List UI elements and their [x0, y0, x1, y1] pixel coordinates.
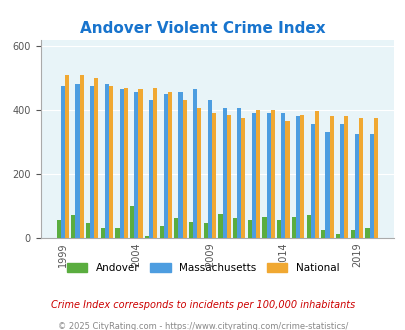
Bar	[339, 124, 343, 238]
Bar	[145, 236, 149, 238]
Bar	[203, 223, 207, 238]
Bar	[100, 228, 104, 238]
Bar	[71, 215, 75, 238]
Bar	[197, 108, 201, 238]
Bar	[285, 121, 289, 238]
Bar	[343, 116, 347, 238]
Text: Andover Violent Crime Index: Andover Violent Crime Index	[80, 21, 325, 36]
Bar	[262, 217, 266, 238]
Bar	[57, 220, 61, 238]
Bar	[134, 92, 138, 238]
Bar	[232, 218, 237, 238]
Bar	[115, 228, 119, 238]
Bar	[266, 113, 270, 238]
Bar	[188, 222, 193, 238]
Bar	[149, 100, 153, 238]
Bar	[237, 108, 241, 238]
Bar	[159, 226, 163, 238]
Bar	[124, 87, 128, 238]
Bar	[222, 108, 226, 238]
Bar	[163, 94, 167, 238]
Bar	[109, 86, 113, 238]
Bar	[281, 113, 285, 238]
Bar	[182, 100, 186, 238]
Bar	[358, 118, 362, 238]
Text: © 2025 CityRating.com - https://www.cityrating.com/crime-statistics/: © 2025 CityRating.com - https://www.city…	[58, 322, 347, 330]
Bar	[167, 92, 171, 238]
Bar	[61, 86, 65, 238]
Bar	[226, 115, 230, 238]
Bar	[373, 118, 377, 238]
Bar	[335, 234, 339, 238]
Bar	[119, 89, 124, 238]
Bar	[79, 75, 83, 238]
Bar	[310, 124, 314, 238]
Bar	[138, 89, 142, 238]
Bar	[247, 220, 251, 238]
Bar	[277, 220, 281, 238]
Bar	[86, 223, 90, 238]
Bar	[90, 86, 94, 238]
Bar	[130, 206, 134, 238]
Bar	[75, 84, 79, 238]
Bar	[94, 78, 98, 238]
Bar	[350, 230, 354, 238]
Bar	[306, 215, 310, 238]
Bar	[153, 87, 157, 238]
Bar	[299, 115, 303, 238]
Bar	[207, 100, 211, 238]
Bar	[369, 134, 373, 238]
Bar	[295, 116, 299, 238]
Bar	[364, 228, 369, 238]
Legend: Andover, Massachusetts, National: Andover, Massachusetts, National	[62, 258, 343, 277]
Bar	[104, 84, 109, 238]
Text: Crime Index corresponds to incidents per 100,000 inhabitants: Crime Index corresponds to incidents per…	[51, 300, 354, 310]
Bar	[325, 132, 329, 238]
Bar	[270, 110, 274, 238]
Bar	[193, 89, 197, 238]
Bar	[314, 112, 318, 238]
Bar	[320, 230, 325, 238]
Bar	[329, 116, 333, 238]
Bar	[65, 75, 69, 238]
Bar	[354, 134, 358, 238]
Bar	[174, 218, 178, 238]
Bar	[241, 118, 245, 238]
Bar	[218, 214, 222, 238]
Bar	[251, 113, 256, 238]
Bar	[291, 217, 295, 238]
Bar	[211, 113, 215, 238]
Bar	[178, 92, 182, 238]
Bar	[256, 110, 260, 238]
